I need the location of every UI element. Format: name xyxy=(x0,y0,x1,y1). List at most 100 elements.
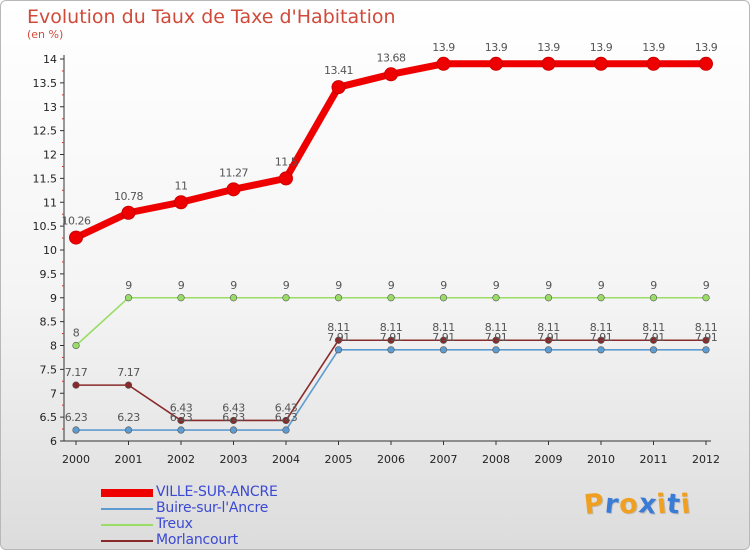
data-label: 9 xyxy=(125,279,132,292)
y-tick-label: 8.5 xyxy=(40,316,58,329)
data-label: 13.41 xyxy=(324,64,353,77)
data-label: 9 xyxy=(230,279,237,292)
data-label: 8.11 xyxy=(327,321,350,334)
y-tick-label: 9.5 xyxy=(40,268,58,281)
y-tick-label: 13.5 xyxy=(33,77,58,90)
data-label: 9 xyxy=(598,279,605,292)
y-tick-label: 11.5 xyxy=(33,172,58,185)
data-label: 7.17 xyxy=(65,366,88,379)
data-point xyxy=(436,56,451,71)
x-tick-label: 2007 xyxy=(430,453,458,466)
x-tick-label: 2001 xyxy=(115,453,143,466)
y-tick-label: 10 xyxy=(43,244,57,257)
data-point xyxy=(174,195,188,210)
data-labels: 6.23 6.23 6.23 6.23 6.23 7.91 7.91 7.91 7.91 7.91… xyxy=(62,41,719,424)
data-label: 7.91 xyxy=(642,331,665,344)
data-point xyxy=(282,294,290,302)
data-label: 7.91 xyxy=(590,331,613,344)
data-label: 8.11 xyxy=(537,321,560,334)
data-point xyxy=(334,294,343,302)
data-point xyxy=(124,294,133,302)
data-point xyxy=(649,294,658,302)
data-point xyxy=(702,294,710,302)
data-point xyxy=(387,294,395,302)
data-point xyxy=(72,341,80,350)
data-label: 11 xyxy=(175,179,188,192)
chart-title: Evolution du Taux de Taxe d'Habitation xyxy=(27,6,396,28)
data-point xyxy=(489,56,503,71)
data-point xyxy=(492,336,500,344)
legend-swatch xyxy=(101,524,153,526)
data-point xyxy=(334,336,343,344)
data-label: 7.17 xyxy=(117,366,140,379)
data-point xyxy=(282,426,290,434)
data-point xyxy=(229,426,238,434)
data-point xyxy=(439,336,448,344)
y-tick-label: 11 xyxy=(43,196,57,209)
data-label: 8 xyxy=(73,327,80,340)
data-label: 13.9 xyxy=(537,41,560,54)
y-tick-label: 6 xyxy=(50,435,57,448)
data-point xyxy=(282,416,290,425)
data-label: 7.91 xyxy=(380,331,403,344)
data-label: 9 xyxy=(388,279,395,292)
data-label: 7.91 xyxy=(485,331,508,344)
data-point xyxy=(229,294,238,302)
data-label: 9 xyxy=(283,279,290,292)
y-tick-label: 14 xyxy=(43,53,57,66)
data-label: 9 xyxy=(703,279,710,292)
legend: VILLE-SUR-ANCRE Buire-sur-l'Ancre Treux Mor… xyxy=(101,484,321,549)
data-point xyxy=(544,336,553,344)
data-point xyxy=(702,336,710,344)
legend-label: VILLE-SUR-ANCRE xyxy=(156,484,278,500)
legend-item: Buire-sur-l'Ancre xyxy=(101,500,321,517)
data-label: 13.9 xyxy=(642,41,665,54)
data-label: 6.23 xyxy=(275,411,298,424)
y-tick-label: 7 xyxy=(50,387,57,400)
data-point xyxy=(649,336,658,344)
data-point xyxy=(649,346,658,354)
data-label: 10.78 xyxy=(114,190,143,203)
x-tick-label: 2010 xyxy=(587,453,615,466)
data-point xyxy=(646,56,661,71)
data-label: 7.91 xyxy=(432,331,455,344)
x-tick-label: 2002 xyxy=(167,453,195,466)
y-tick-label: 6.5 xyxy=(40,411,58,424)
data-point xyxy=(69,230,83,245)
data-label: 8.11 xyxy=(485,321,508,334)
y-tick-label: 8 xyxy=(50,340,57,353)
data-label: 9 xyxy=(335,279,342,292)
data-point xyxy=(492,294,500,302)
data-label: 9 xyxy=(440,279,447,292)
data-point xyxy=(699,56,713,71)
x-tick-label: 2004 xyxy=(272,453,300,466)
data-point xyxy=(387,336,395,344)
data-point xyxy=(334,346,343,354)
legend-swatch xyxy=(101,508,153,510)
legend-swatch xyxy=(101,489,153,497)
data-point xyxy=(702,346,710,354)
data-label: 13.68 xyxy=(377,51,406,64)
y-tick-label: 13 xyxy=(43,101,57,114)
data-point xyxy=(597,346,605,354)
x-tick-label: 2006 xyxy=(377,453,405,466)
data-label: 11.27 xyxy=(219,166,248,179)
data-point xyxy=(541,56,556,71)
data-point xyxy=(177,294,185,302)
data-point xyxy=(439,346,448,354)
data-label: 10.26 xyxy=(62,215,91,228)
data-point xyxy=(229,416,238,425)
axes: 6 6.5 7 7.5 8 8.5 9 9.5 10 10.5 11 11.5 12 12.5 13 13.5… xyxy=(33,53,721,466)
data-label: 13.9 xyxy=(432,41,455,54)
x-tick-label: 2012 xyxy=(692,453,720,466)
data-label: 6.23 xyxy=(170,411,193,424)
data-point xyxy=(544,346,553,354)
y-tick-label: 9 xyxy=(50,292,57,305)
legend-swatch xyxy=(101,540,153,542)
data-label: 11.5 xyxy=(275,155,298,168)
data-point xyxy=(72,381,80,389)
data-label: 6.43 xyxy=(222,401,245,414)
data-label: 9 xyxy=(545,279,552,292)
data-label: 8.11 xyxy=(380,321,403,334)
